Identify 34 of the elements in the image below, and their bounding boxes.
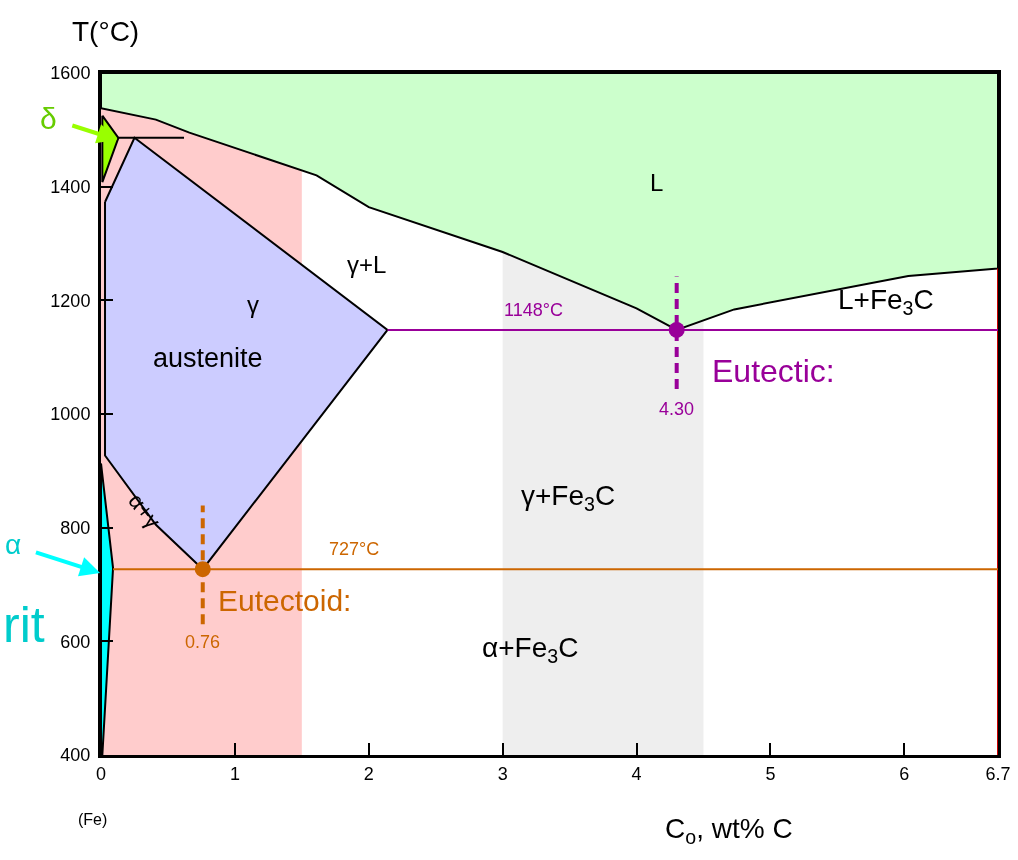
text: (Fe) bbox=[78, 811, 108, 828]
x-tick-label: 1 bbox=[229, 763, 240, 784]
text: α bbox=[5, 529, 22, 560]
x-tick-label: 0 bbox=[95, 763, 107, 784]
annotation: 0.76 bbox=[185, 632, 221, 652]
annotation: γ bbox=[247, 291, 259, 318]
x-tick-label: 2 bbox=[363, 763, 374, 784]
x-tick-label: 5 bbox=[765, 763, 776, 784]
annotation: Eutectic: bbox=[712, 353, 835, 389]
annotation: α+Fe$_{3}$C bbox=[482, 632, 579, 667]
x-tick-label: 3 bbox=[497, 763, 508, 784]
y-tick-label: 1400 bbox=[50, 176, 91, 197]
text: rit bbox=[3, 597, 45, 653]
annotation: L bbox=[650, 169, 664, 196]
x-tick-label: 4 bbox=[631, 763, 642, 784]
y-axis-title: T(°C) bbox=[72, 16, 140, 47]
x-tick-label: 6.7 bbox=[985, 763, 1011, 784]
x-tick-label: 6 bbox=[899, 763, 910, 784]
y-tick-label: 1600 bbox=[50, 63, 91, 84]
y-tick-label: 400 bbox=[60, 745, 91, 766]
annotation: L+Fe$_{3}$C bbox=[838, 284, 934, 319]
annotation: γ+Fe$_{3}$C bbox=[521, 480, 616, 515]
y-tick-label: 800 bbox=[60, 517, 91, 538]
y-tick-label: 1200 bbox=[50, 290, 91, 311]
y-tick-label: 1000 bbox=[50, 404, 91, 425]
x-axis-title: C$_{o}$, wt% C bbox=[665, 813, 793, 848]
annotation: Eutectoid: bbox=[218, 584, 352, 617]
annotation: austenite bbox=[153, 343, 263, 373]
text: δ bbox=[40, 102, 57, 135]
annotation: γ+L bbox=[347, 251, 387, 278]
annotation: 4.30 bbox=[659, 399, 695, 419]
y-tick-label: 600 bbox=[60, 631, 91, 652]
annotation: 727°C bbox=[329, 539, 380, 559]
annotation: 1148°C bbox=[504, 300, 563, 320]
